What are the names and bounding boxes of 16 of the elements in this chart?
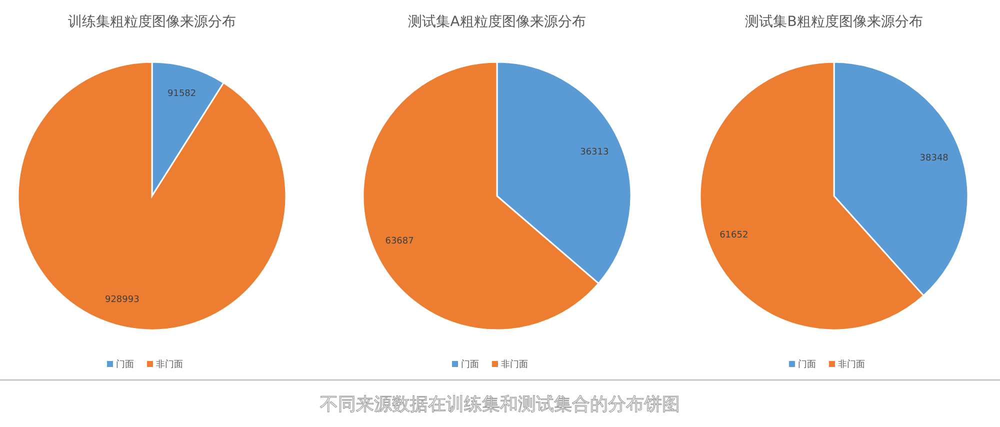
- legend-label: 门面: [461, 359, 479, 370]
- legend-label: 非门面: [838, 359, 865, 370]
- data-label: 63687: [385, 236, 414, 247]
- data-label: 91582: [168, 89, 196, 100]
- data-label: 61652: [720, 230, 748, 240]
- chart-title: 训练集粗粒度图像来源分布: [68, 14, 236, 30]
- data-label: 928993: [105, 294, 140, 305]
- data-label: 38348: [920, 154, 949, 164]
- legend-label: 门面: [798, 359, 816, 370]
- legend-label: 门面: [116, 359, 134, 370]
- legend-label: 非门面: [501, 359, 528, 370]
- text: 不同来源数据在训练集和测试集合的分布饼图: [320, 394, 680, 415]
- chart-title: 测试集B粗粒度图像来源分布: [745, 14, 923, 30]
- chart-title: 测试集A粗粒度图像来源分布: [408, 14, 586, 30]
- legend-label: 非门面: [156, 359, 183, 370]
- data-label: 36313: [580, 147, 609, 158]
